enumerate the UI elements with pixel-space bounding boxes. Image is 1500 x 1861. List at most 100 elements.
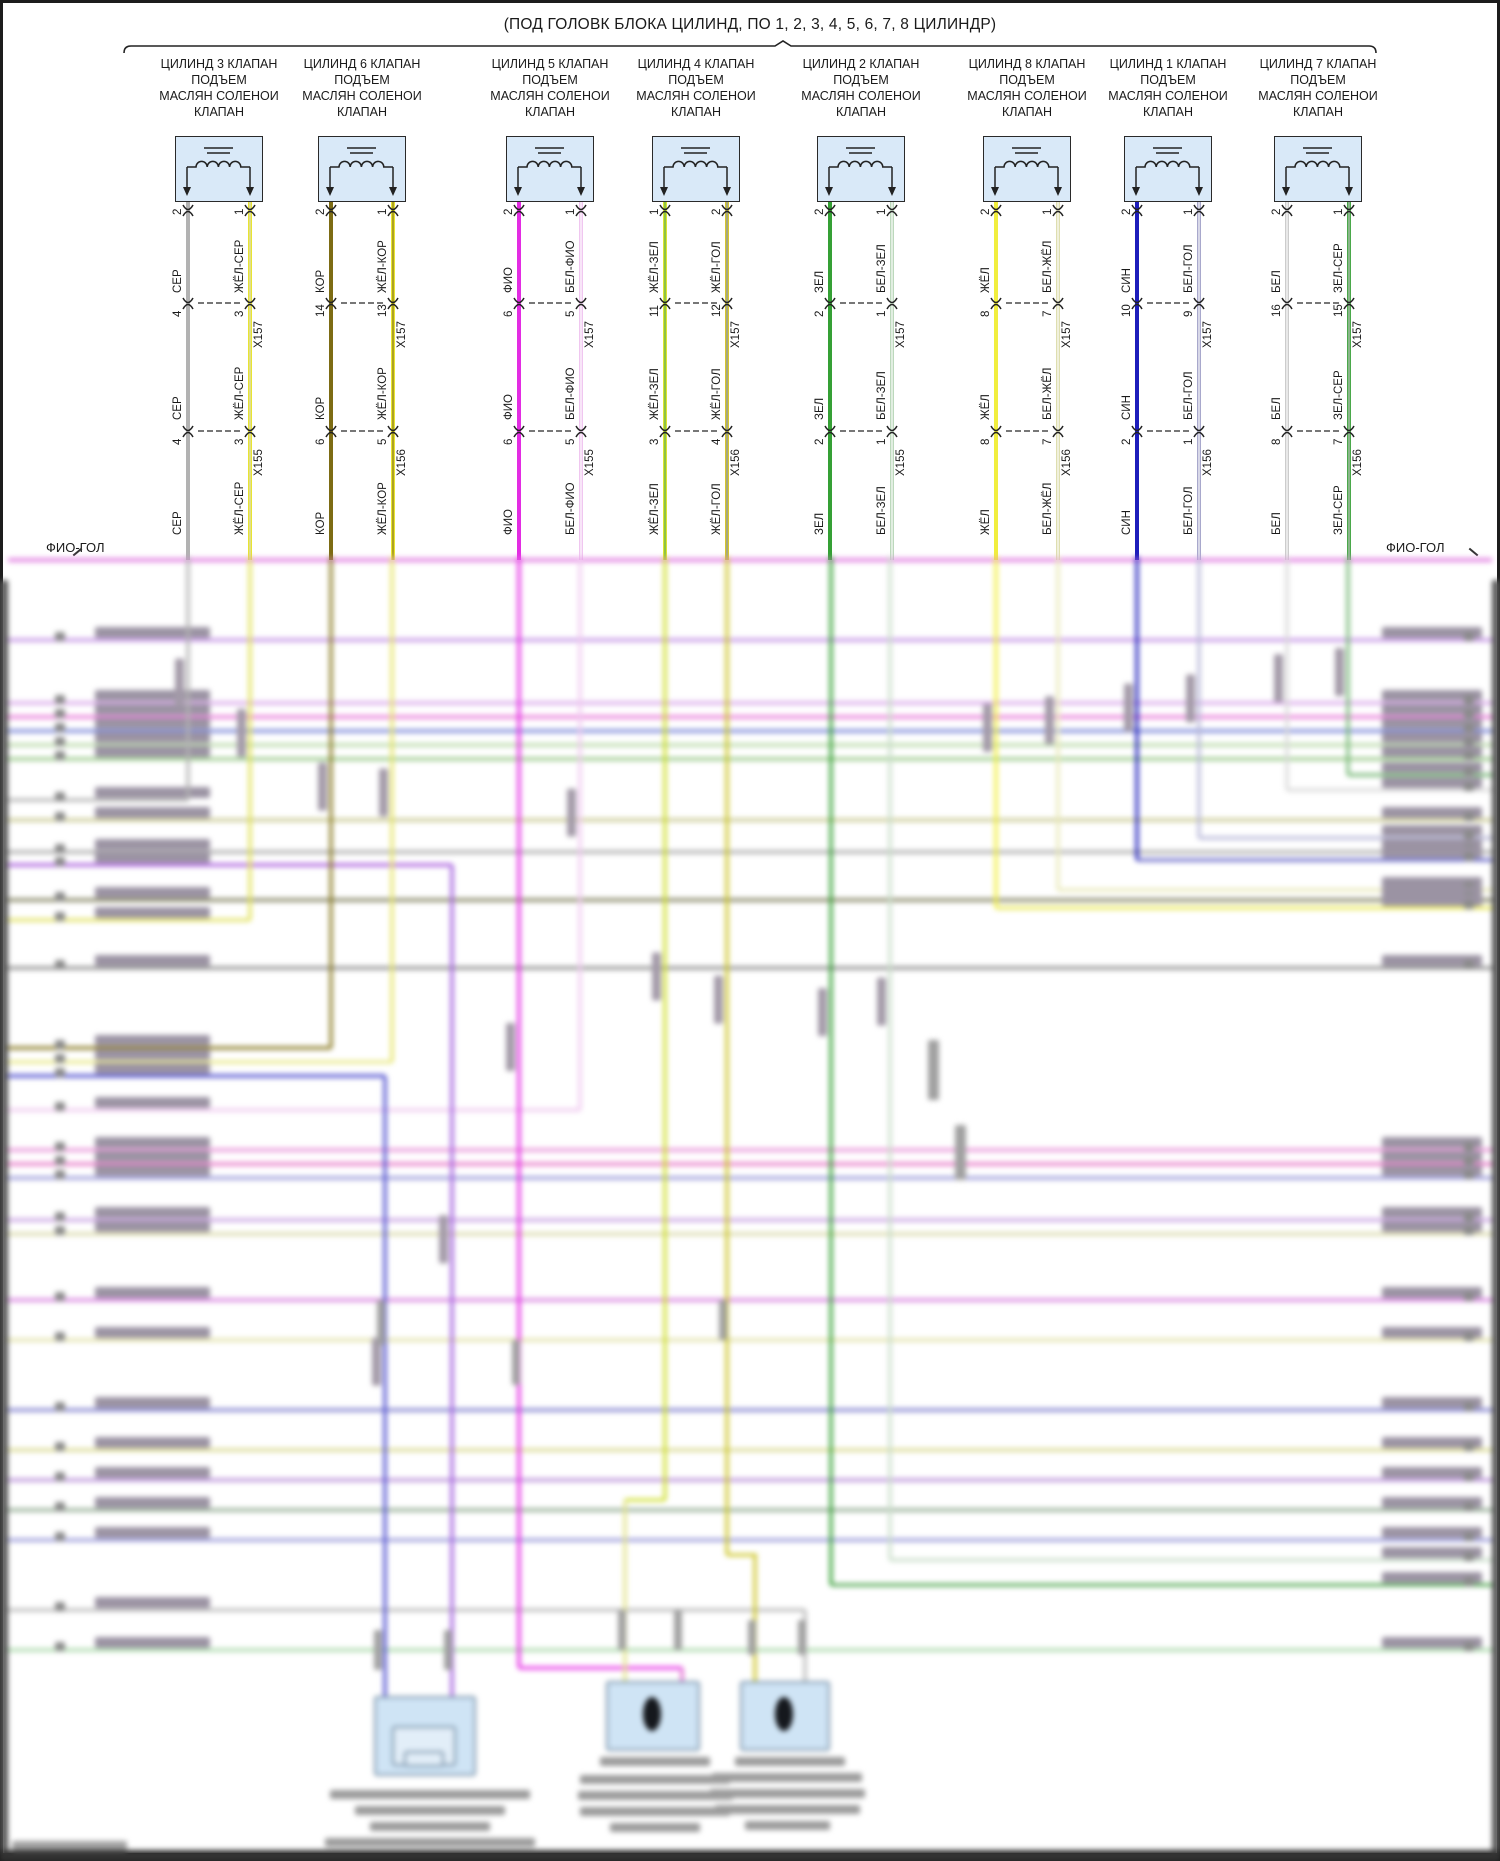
blurred-pin-number xyxy=(1464,900,1474,909)
blurred-pin-number xyxy=(55,792,65,801)
blurred-wire-label xyxy=(95,807,210,818)
wire-pin: 2 xyxy=(814,310,826,317)
solenoid-title-line: ПОДЪЕМ xyxy=(334,73,390,87)
blurred-wire-label xyxy=(1382,1527,1482,1538)
wire-color-label: БЕЛ-ГОЛ xyxy=(1183,371,1195,420)
solenoid-box xyxy=(506,136,594,202)
blurred-wire-label xyxy=(95,1287,210,1298)
wire-pin: 11 xyxy=(649,305,661,317)
wire-pin: 1 xyxy=(1042,208,1054,215)
solenoid-box xyxy=(652,136,740,202)
solenoid-title-line: ЦИЛИНД 3 КЛАПАН xyxy=(160,57,278,71)
solenoid-coil-icon xyxy=(514,147,585,196)
wire-pin: 13 xyxy=(377,304,389,317)
blurred-wire-label xyxy=(1382,1221,1482,1232)
wire-pin: 7 xyxy=(1333,438,1345,445)
blurred-wire-label xyxy=(983,703,992,752)
solenoid-title-line: ЦИЛИНД 8 КЛАПАН xyxy=(968,57,1086,71)
wire-pin: 2 xyxy=(711,208,723,215)
inline-connector-dash xyxy=(675,302,717,304)
connector-name: X157 xyxy=(1202,321,1214,348)
wire-pin: 1 xyxy=(876,208,888,215)
blurred-pin-number xyxy=(1464,1532,1474,1541)
blurred-wire-label xyxy=(1382,718,1482,729)
blurred-wire-label xyxy=(1382,1397,1482,1408)
connector-bracket-icon xyxy=(990,425,1002,438)
blurred-sensor-core xyxy=(643,1697,661,1731)
connector-bracket-icon xyxy=(1193,425,1205,438)
wire-БЕЛ xyxy=(1285,202,1289,560)
wire-pin: 10 xyxy=(1121,304,1133,317)
blurred-wire-label xyxy=(1382,1151,1482,1162)
brace-icon xyxy=(123,40,1377,54)
blurred-pin-number xyxy=(55,695,65,704)
blurred-caption-line xyxy=(735,1757,845,1766)
blurred-pin-number xyxy=(1464,632,1474,641)
blurred-pin-number xyxy=(55,1642,65,1651)
blurred-wire-label xyxy=(1382,877,1482,888)
wire-color-label: БЕЛ xyxy=(1271,512,1283,535)
connector-bracket-icon xyxy=(1281,297,1293,310)
solenoid-title-line: МАСЛЯН СОЛЕНОИ xyxy=(801,89,921,103)
blurred-wire-label xyxy=(1382,1327,1482,1338)
blurred-wire-label xyxy=(1382,1287,1482,1298)
blurred-wire-label xyxy=(95,1597,210,1608)
inline-connector-dash xyxy=(1297,430,1339,432)
blurred-label-blob xyxy=(374,1630,382,1670)
connector-name: X157 xyxy=(730,321,742,348)
wire-color-label: ЖЁЛ-ГОЛ xyxy=(711,368,723,420)
header-note: (ПОД ГОЛОВК БЛОКА ЦИЛИНД, ПО 1, 2, 3, 4,… xyxy=(503,16,997,33)
blurred-wire-label xyxy=(714,975,723,1024)
blurred-caption-line xyxy=(745,1821,830,1830)
blurred-pin-number xyxy=(1464,1577,1474,1586)
solenoid-title: ЦИЛИНД 5 КЛАПАН ПОДЪЕМ МАСЛЯН СОЛЕНОИ КЛАПА… xyxy=(455,56,645,120)
solenoid-box xyxy=(1274,136,1362,202)
wire-color-label: ЖЁЛ-КОР xyxy=(377,240,389,293)
connector-bracket-icon xyxy=(387,425,399,438)
blurred-caption-line xyxy=(710,1789,865,1798)
solenoid-title-line: ПОДЪЕМ xyxy=(833,73,889,87)
wire-color-label: ЗЕЛ xyxy=(814,397,826,420)
blurred-pin-number xyxy=(1464,751,1474,760)
blurred-frame-left xyxy=(0,580,8,1861)
blurred-pin-number xyxy=(1464,695,1474,704)
blurred-wire-label xyxy=(1382,746,1482,757)
solenoid-coil-icon xyxy=(183,147,254,196)
blurred-wire-label xyxy=(1382,1467,1482,1478)
blurred-wire-label xyxy=(95,732,210,743)
blurred-wire-label xyxy=(95,852,210,863)
edge-label-right: ФИО-ГОЛ xyxy=(1386,540,1445,555)
blurred-wire-label xyxy=(95,718,210,729)
blurred-wire-label xyxy=(1382,895,1482,906)
connector-bracket-icon xyxy=(182,204,194,217)
inline-connector-dash xyxy=(529,430,571,432)
connector-bracket-icon xyxy=(990,204,1002,217)
blurred-pin-number xyxy=(1464,1226,1474,1235)
blurred-pin-number xyxy=(1464,1292,1474,1301)
wire-pin: 2 xyxy=(814,438,826,445)
blurred-wire-label xyxy=(95,1637,210,1648)
blurred-pin-number xyxy=(1464,830,1474,839)
wire-pin: 5 xyxy=(377,438,389,445)
blurred-caption-line xyxy=(610,1823,700,1832)
connector-name: X156 xyxy=(1352,449,1364,476)
blurred-wire-label xyxy=(95,1165,210,1176)
inline-connector-dash xyxy=(341,302,383,304)
connector-bracket-icon xyxy=(182,297,194,310)
inline-connector-dash xyxy=(675,430,717,432)
blurred-wire-label xyxy=(95,1151,210,1162)
blurred-wire-label xyxy=(95,1327,210,1338)
connector-bracket-icon xyxy=(575,204,587,217)
blurred-pin-number xyxy=(55,1532,65,1541)
blurred-wire-label xyxy=(1382,807,1482,818)
blurred-pin-number xyxy=(55,812,65,821)
wire-pin: 1 xyxy=(234,208,246,215)
wire-color-label: ФИО xyxy=(503,267,515,293)
blurred-pin-number xyxy=(1464,1642,1474,1651)
connector-bracket-icon xyxy=(721,425,733,438)
wire-color-label: КОР xyxy=(315,511,327,535)
wire-color-label: БЕЛ xyxy=(1271,270,1283,293)
connector-name: X157 xyxy=(1061,321,1073,348)
solenoid-title: ЦИЛИНД 8 КЛАПАН ПОДЪЕМ МАСЛЯН СОЛЕНОИ КЛАПА… xyxy=(932,56,1122,120)
wire-color-label: БЕЛ-ЖЁЛ xyxy=(1042,482,1054,535)
